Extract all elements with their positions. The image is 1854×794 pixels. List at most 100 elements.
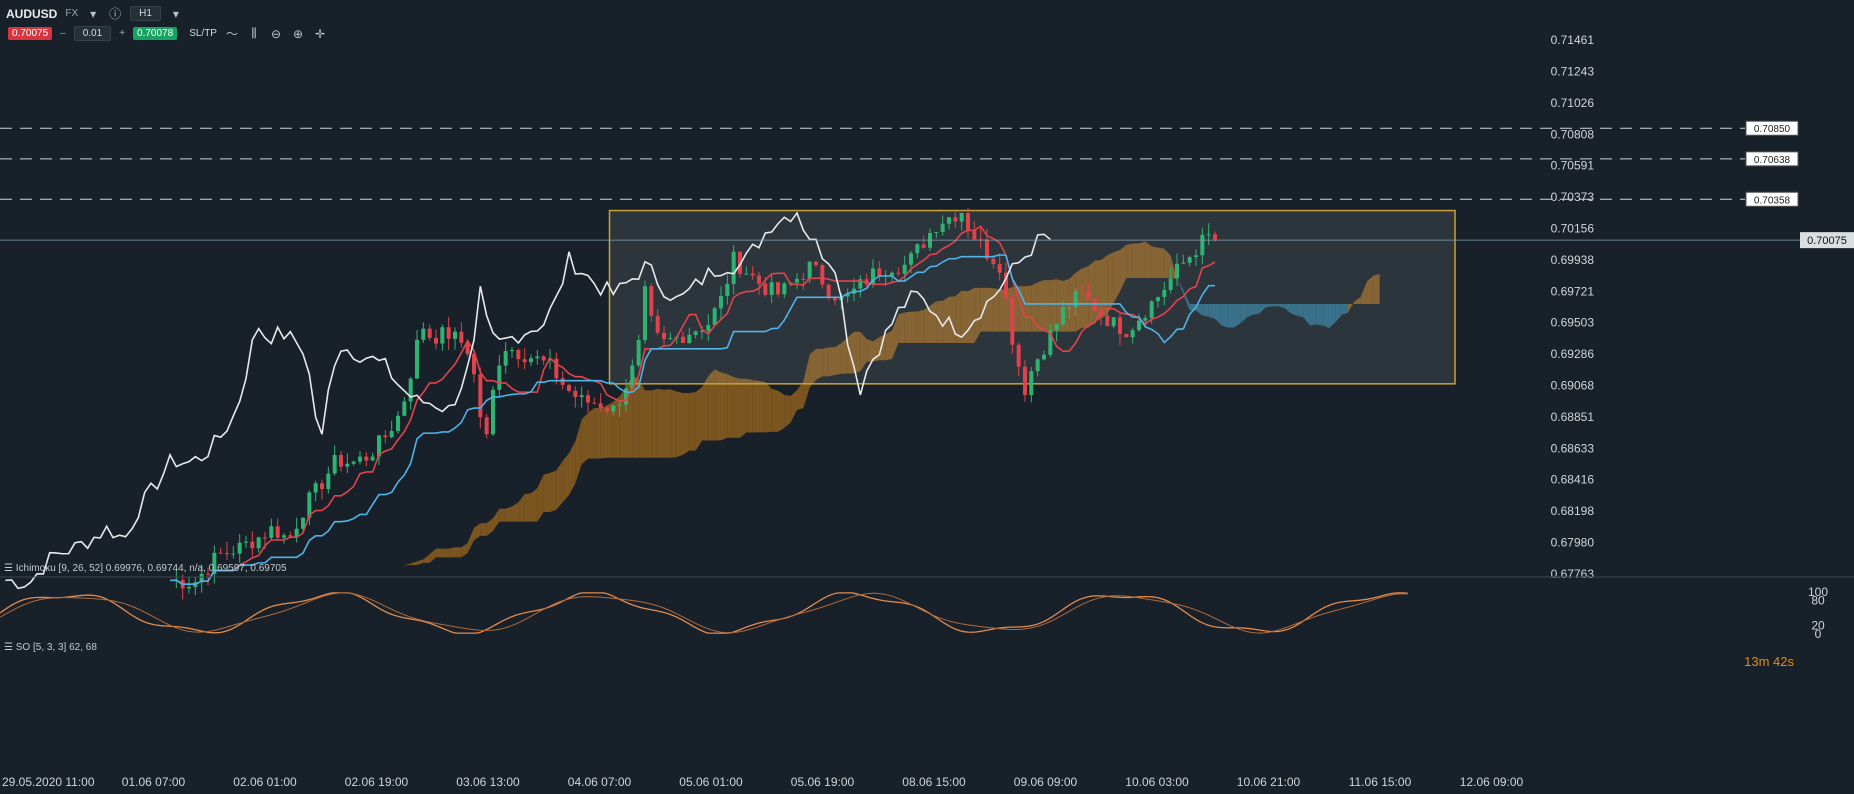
cloud-segment xyxy=(1025,285,1032,332)
y-tick-label: 0.69721 xyxy=(1551,284,1595,298)
cloud-segment xyxy=(1310,303,1317,326)
cloud-segment xyxy=(360,581,367,585)
candle-body xyxy=(909,253,913,265)
quantity-minus-button[interactable]: – xyxy=(60,28,66,39)
cloud-segment xyxy=(1341,303,1348,315)
quantity-field[interactable]: 0.01 xyxy=(73,26,112,41)
cloud-segment xyxy=(1360,281,1367,304)
candle-body xyxy=(763,283,768,295)
so-d-line xyxy=(0,592,1409,634)
sltp-button[interactable]: SL/TP xyxy=(189,28,217,39)
so-tick-label: 80 xyxy=(1811,593,1825,607)
cloud-segment xyxy=(543,472,550,512)
cloud-segment xyxy=(493,508,500,532)
candle-body xyxy=(478,374,483,418)
candle-body xyxy=(693,331,698,335)
buy-price-button[interactable]: 0.70078 xyxy=(133,27,178,40)
timeframe-dropdown-icon[interactable]: ▾ xyxy=(172,6,179,21)
timeframe-label[interactable]: H1 xyxy=(130,6,161,21)
market-dropdown-icon[interactable]: ▾ xyxy=(90,6,97,21)
candle-body xyxy=(1143,318,1148,321)
cloud-segment xyxy=(550,470,557,512)
cloud-segment xyxy=(651,388,658,458)
cloud-segment xyxy=(657,388,664,458)
candle-body xyxy=(358,456,362,462)
candle-body xyxy=(516,350,521,360)
cloud-segment xyxy=(1037,280,1044,332)
cloud-segment xyxy=(1316,303,1323,326)
cloud-segment xyxy=(423,554,430,563)
chikou-line xyxy=(5,211,1051,590)
candle-body xyxy=(345,463,350,467)
candle-body xyxy=(915,244,920,254)
cloud-segment xyxy=(461,543,468,558)
candle-body xyxy=(966,213,970,231)
so-tick-label: 20 xyxy=(1811,619,1825,633)
cloud-segment xyxy=(537,474,544,522)
candle-body xyxy=(212,552,217,574)
cloud-segment xyxy=(1177,278,1184,295)
y-tick-label: 0.68416 xyxy=(1551,473,1595,487)
candle-body xyxy=(719,295,723,309)
candle-body xyxy=(1048,330,1053,355)
cloud-segment xyxy=(892,314,899,360)
candle-body xyxy=(421,328,426,340)
cloud-segment xyxy=(1208,303,1215,319)
candle-body xyxy=(332,454,337,474)
indicator-icon[interactable]: ⫼ xyxy=(251,26,257,40)
candle-body xyxy=(1130,330,1135,338)
cloud-segment xyxy=(816,348,823,380)
cloud-segment xyxy=(822,347,829,377)
y-tick-label: 0.67980 xyxy=(1551,536,1595,550)
so-label[interactable]: ☰ SO [5, 3, 3] 62, 68 xyxy=(4,642,97,653)
line-chart-icon[interactable]: 〜 xyxy=(225,27,238,41)
cloud-segment xyxy=(1107,252,1114,315)
candle-body xyxy=(326,473,331,490)
candle-body xyxy=(377,435,381,457)
price-line-tag xyxy=(1745,120,1799,136)
symbol-label[interactable]: AUDUSD xyxy=(6,6,58,21)
cloud-segment xyxy=(993,288,1000,332)
cloud-segment xyxy=(1196,303,1203,316)
candle-body xyxy=(408,378,413,402)
candle-body xyxy=(997,264,1002,273)
crosshair-icon[interactable]: ✛ xyxy=(314,26,326,41)
ichimoku-label[interactable]: ☰ Ichimoku [9, 26, 52] 0.69976, 0.69744,… xyxy=(4,563,287,574)
candle-body xyxy=(953,217,958,222)
candle-body xyxy=(820,265,825,285)
trade-toolbar: 0.70075 – 0.01 + 0.70078 SL/TP 〜 ⫼ ⊖ ⊕ ✛ xyxy=(8,26,327,41)
cloud-segment xyxy=(1132,243,1139,279)
market-label[interactable]: FX xyxy=(65,8,79,19)
so-tick-label: 100 xyxy=(1808,585,1828,599)
cloud-segment xyxy=(1367,275,1374,304)
cloud-segment xyxy=(708,369,715,441)
zoom-out-icon[interactable]: ⊖ xyxy=(270,26,282,41)
candle-body xyxy=(256,537,261,549)
candle-body xyxy=(611,405,616,412)
candle-body xyxy=(1067,307,1072,309)
x-tick-label: 04.06 07:00 xyxy=(568,775,632,789)
candle-body xyxy=(1010,297,1015,345)
zoom-in-icon[interactable]: ⊕ xyxy=(292,26,304,41)
price-line-label: 0.70850 xyxy=(1754,124,1791,135)
candle-body xyxy=(896,272,901,274)
y-tick-label: 0.68198 xyxy=(1551,504,1595,518)
y-tick-label: 0.68633 xyxy=(1551,441,1595,455)
candle-body xyxy=(560,378,565,385)
cloud-segment xyxy=(480,523,487,536)
candle-body xyxy=(1111,317,1116,327)
cloud-segment xyxy=(474,523,481,541)
price-line-label: 0.70358 xyxy=(1754,195,1791,206)
candle-body xyxy=(731,251,736,284)
candle-body xyxy=(744,273,749,275)
quantity-plus-button[interactable]: + xyxy=(119,28,126,39)
candle-body xyxy=(1149,301,1154,319)
candle-body xyxy=(427,328,432,338)
info-icon[interactable]: ⓘ xyxy=(109,7,122,21)
cloud-segment xyxy=(448,547,455,558)
cloud-segment xyxy=(797,381,804,410)
sell-price-button[interactable]: 0.70075 xyxy=(8,27,53,40)
cloud-segment xyxy=(879,334,886,361)
cloud-segment xyxy=(702,376,709,441)
